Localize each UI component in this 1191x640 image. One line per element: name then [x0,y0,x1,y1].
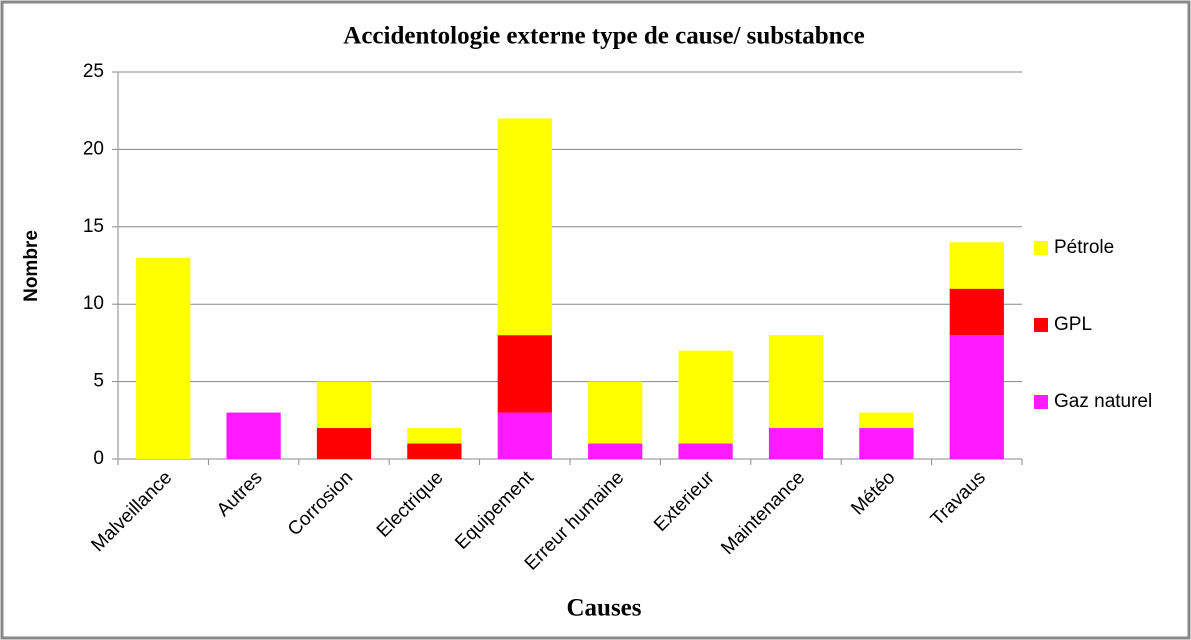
bar-segment [497,412,552,459]
bar-segment [497,335,552,413]
bar-segment [407,428,462,444]
legend-swatch [1034,395,1048,409]
bar-segment [768,335,824,429]
y-tick-label: 10 [83,293,104,314]
legend-label: Pétrole [1054,237,1114,258]
y-tick-label: 25 [83,61,104,82]
x-axis-label: Causes [566,595,641,622]
bar-segment [588,381,643,444]
y-axis-label: Nombre [21,230,42,302]
bar-segment [316,381,372,429]
bar-segment [949,335,1004,459]
y-tick-label: 15 [83,216,104,237]
bar-segment [136,257,191,459]
bar-segment [226,412,281,459]
bar-segment [949,242,1004,289]
bar-segment [768,428,824,459]
bar-segment [678,443,733,459]
bar-segment [949,288,1004,336]
y-tick-label: 20 [83,138,104,159]
legend-label: Gaz naturel [1054,391,1152,412]
bar-segment [859,428,914,459]
y-tick-label: 0 [93,448,104,469]
bar-segment [859,412,914,429]
bar-segment [588,443,643,459]
legend-swatch [1034,241,1048,255]
chart-title: Accidentologie externe type de cause/ su… [343,23,864,50]
legend-swatch [1034,318,1048,332]
legend-label: GPL [1054,314,1092,335]
bar-segment [407,443,462,459]
bar-segment [316,428,372,459]
bar-segment [678,350,733,444]
y-tick-label: 5 [93,371,104,392]
bar-segment [497,118,552,336]
